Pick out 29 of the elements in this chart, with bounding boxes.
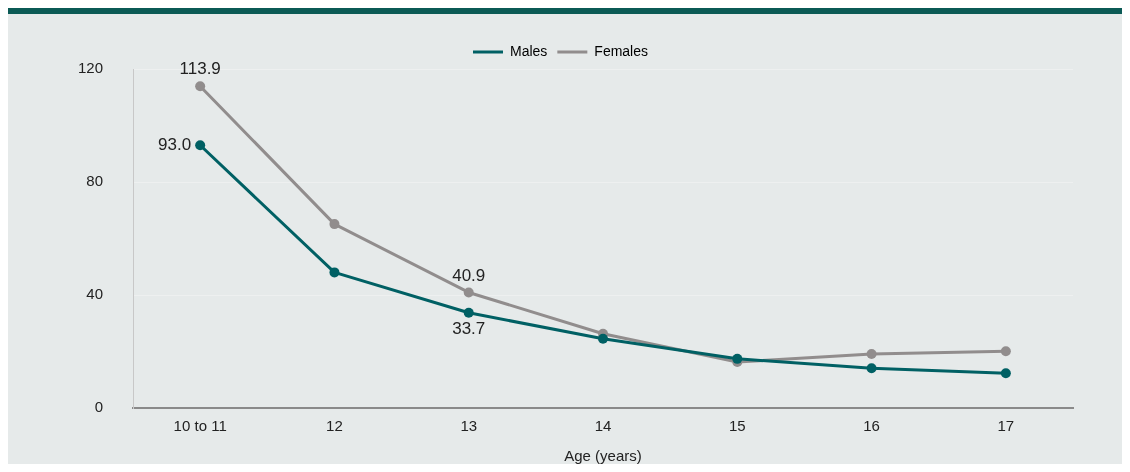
point bbox=[463, 307, 474, 318]
point bbox=[329, 267, 340, 278]
x-tick-label: 13 bbox=[460, 417, 478, 435]
y-tick-label: 40 bbox=[86, 285, 104, 303]
x-tick-label: 10 to 11 bbox=[173, 417, 227, 435]
point bbox=[195, 140, 206, 151]
y-tick-label: 120 bbox=[78, 59, 104, 77]
x-tick-label: 17 bbox=[997, 417, 1015, 435]
point bbox=[1000, 346, 1011, 357]
legend-label: Males bbox=[509, 42, 548, 59]
point bbox=[866, 349, 877, 360]
x-tick-label: 14 bbox=[594, 417, 612, 435]
point bbox=[195, 81, 206, 92]
point bbox=[329, 219, 340, 230]
point bbox=[598, 333, 609, 344]
point bbox=[1000, 368, 1011, 379]
x-axis-title: Age (years) bbox=[564, 447, 642, 465]
y-tick-label: 0 bbox=[94, 398, 104, 416]
x-tick-label: 12 bbox=[326, 417, 343, 435]
legend-label: Females bbox=[594, 42, 649, 59]
data-label: 93.0 bbox=[158, 134, 192, 154]
x-tick-label: 15 bbox=[728, 417, 746, 435]
data-label: 113.9 bbox=[179, 59, 221, 79]
x-tick-label: 16 bbox=[863, 417, 880, 435]
data-label: 33.7 bbox=[452, 318, 486, 338]
y-tick-label: 80 bbox=[86, 172, 104, 190]
data-label: 40.9 bbox=[452, 265, 486, 285]
point bbox=[866, 363, 877, 374]
point bbox=[463, 287, 474, 298]
